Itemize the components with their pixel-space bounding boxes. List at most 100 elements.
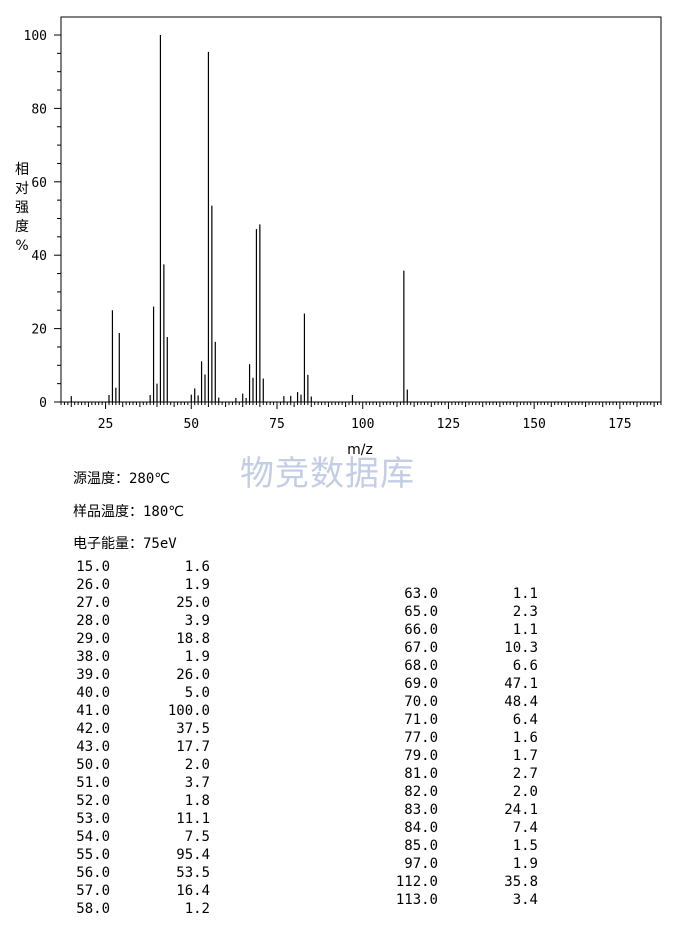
mz-value: 53.0	[76, 811, 110, 827]
intensity-value: 7.5	[184, 829, 210, 845]
intensity-value: 100.0	[167, 703, 210, 719]
sample-temperature: 样品温度：180℃	[73, 504, 185, 520]
mz-value: 27.0	[76, 595, 110, 611]
peak-table-row: 26.0 1.9	[62, 576, 212, 594]
plot-frame	[60, 16, 662, 403]
intensity-value: 1.1	[512, 586, 538, 602]
mz-value: 63.0	[404, 586, 438, 602]
intensity-value: 1.7	[512, 748, 538, 764]
mz-value: 113.0	[395, 892, 438, 908]
mz-value: 79.0	[404, 748, 438, 764]
mz-value: 26.0	[76, 577, 110, 593]
peak-table-row: 57.0 16.4	[62, 882, 212, 900]
mz-value: 83.0	[404, 802, 438, 818]
y-tick-label: 60	[31, 176, 47, 191]
peak-table-row: 42.0 37.5	[62, 720, 212, 738]
peak-table-row: 38.0 1.9	[62, 648, 212, 666]
intensity-value: 16.4	[176, 883, 210, 899]
peak-table-row: 27.0 25.0	[62, 594, 212, 612]
x-tick-label: 75	[269, 417, 285, 432]
x-tick-label: 100	[351, 417, 374, 432]
intensity-value: 37.5	[176, 721, 210, 737]
peak-table-row: 113.0 3.4	[390, 891, 545, 909]
peak-table-row: 55.0 95.4	[62, 846, 212, 864]
mz-value: 82.0	[404, 784, 438, 800]
intensity-value: 3.4	[512, 892, 538, 908]
mz-value: 81.0	[404, 766, 438, 782]
intensity-value: 11.1	[176, 811, 210, 827]
mz-value: 97.0	[404, 856, 438, 872]
intensity-value: 7.4	[512, 820, 538, 836]
peak-table-row: 97.0 1.9	[390, 855, 545, 873]
intensity-value: 25.0	[176, 595, 210, 611]
spectrum-bars	[70, 35, 408, 402]
y-axis-title: 相对强度%	[15, 162, 29, 254]
peak-table-row: 67.0 10.3	[390, 639, 545, 657]
peak-table-row: 69.0 47.1	[390, 675, 545, 693]
peak-table-row: 85.0 1.5	[390, 837, 545, 855]
mz-value: 54.0	[76, 829, 110, 845]
peak-table-row: 41.0 100.0	[62, 702, 212, 720]
y-axis: 0 20 40 60 80 100	[24, 29, 61, 411]
peak-table-row: 28.0 3.9	[62, 612, 212, 630]
mz-value: 58.0	[76, 901, 110, 917]
electron-energy: 电子能量：75eV	[73, 536, 177, 552]
peak-table-row: 50.0 2.0	[62, 756, 212, 774]
intensity-value: 18.8	[176, 631, 210, 647]
x-tick-label: 125	[437, 417, 460, 432]
mz-value: 40.0	[76, 685, 110, 701]
mz-value: 39.0	[76, 667, 110, 683]
intensity-value: 5.0	[184, 685, 210, 701]
mz-value: 57.0	[76, 883, 110, 899]
mz-value: 43.0	[76, 739, 110, 755]
y-tick-label: 80	[31, 102, 47, 117]
intensity-value: 1.2	[184, 901, 210, 917]
mz-value: 84.0	[404, 820, 438, 836]
peak-table-row: 83.0 24.1	[390, 801, 545, 819]
y-tick-label: 100	[24, 29, 47, 44]
intensity-value: 1.9	[512, 856, 538, 872]
x-axis-title: m/z	[347, 442, 373, 458]
peak-table-right: 63.0 1.1 65.0 2.3 66.0 1.1 67.0 10.3 68.0 6.6 69.0…	[390, 585, 545, 909]
peak-table-row: 58.0 1.2	[62, 900, 212, 918]
x-tick-label: 25	[98, 417, 114, 432]
intensity-value: 95.4	[176, 847, 210, 863]
intensity-value: 47.1	[504, 676, 538, 692]
peak-table-row: 54.0 7.5	[62, 828, 212, 846]
intensity-value: 1.1	[512, 622, 538, 638]
intensity-value: 2.7	[512, 766, 538, 782]
intensity-value: 2.3	[512, 604, 538, 620]
mz-value: 55.0	[76, 847, 110, 863]
mz-value: 51.0	[76, 775, 110, 791]
peak-table-row: 81.0 2.7	[390, 765, 545, 783]
intensity-value: 35.8	[504, 874, 538, 890]
mz-value: 112.0	[395, 874, 438, 890]
mz-value: 66.0	[404, 622, 438, 638]
mz-value: 77.0	[404, 730, 438, 746]
watermark: 物竞数据库	[240, 454, 415, 494]
intensity-value: 53.5	[176, 865, 210, 881]
peak-table-row: 77.0 1.6	[390, 729, 545, 747]
intensity-value: 26.0	[176, 667, 210, 683]
intensity-value: 10.3	[504, 640, 538, 656]
mz-value: 69.0	[404, 676, 438, 692]
intensity-value: 1.9	[184, 577, 210, 593]
mz-value: 85.0	[404, 838, 438, 854]
peak-table-row: 52.0 1.8	[62, 792, 212, 810]
peak-table-row: 43.0 17.7	[62, 738, 212, 756]
mz-value: 41.0	[76, 703, 110, 719]
y-tick-label: 20	[31, 323, 47, 338]
peak-table-row: 71.0 6.4	[390, 711, 545, 729]
intensity-value: 1.6	[512, 730, 538, 746]
peak-table-row: 15.0 1.6	[62, 558, 212, 576]
x-tick-label: 50	[183, 417, 199, 432]
intensity-value: 24.1	[504, 802, 538, 818]
intensity-value: 1.6	[184, 559, 210, 575]
mz-value: 29.0	[76, 631, 110, 647]
mz-value: 42.0	[76, 721, 110, 737]
peak-table-row: 51.0 3.7	[62, 774, 212, 792]
intensity-value: 3.9	[184, 613, 210, 629]
mz-value: 56.0	[76, 865, 110, 881]
peak-table-row: 112.0 35.8	[390, 873, 545, 891]
intensity-value: 6.4	[512, 712, 538, 728]
